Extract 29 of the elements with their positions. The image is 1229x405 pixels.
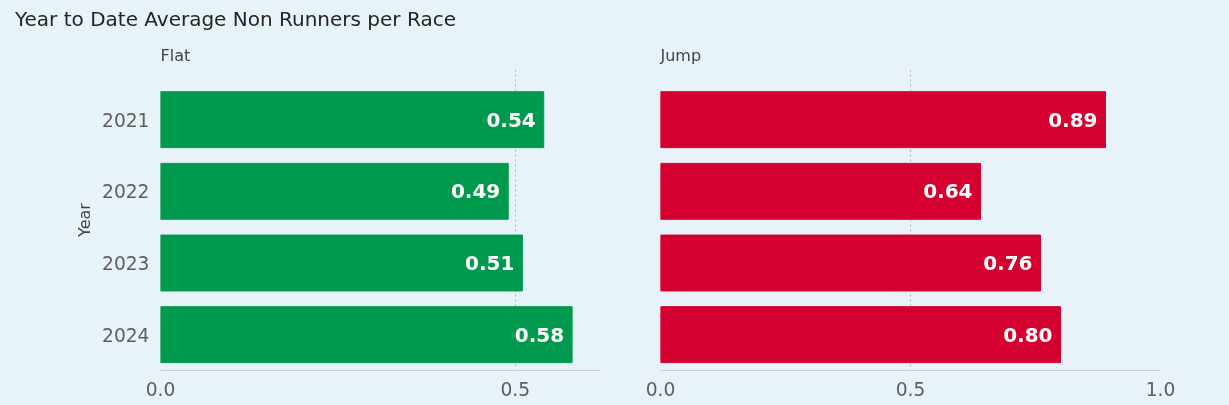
- data-label: 0.49: [450, 179, 501, 204]
- bar: [160, 306, 573, 364]
- x-tick-label: 0.0: [145, 378, 176, 400]
- bar: [660, 234, 1041, 292]
- chart-title: Year to Date Average Non Runners per Race: [15, 6, 456, 33]
- y-tick-label: 2023: [102, 253, 150, 274]
- y-tick-label: 2024: [102, 324, 150, 346]
- bar: [660, 91, 1106, 149]
- data-label: 0.54: [486, 107, 536, 132]
- x-tick-label: 0.0: [645, 378, 676, 400]
- x-tick-label: 0.5: [895, 378, 926, 400]
- data-label: 0.58: [514, 322, 565, 347]
- x-tick-label: 1.0: [1145, 378, 1176, 400]
- data-label: 0.89: [1048, 107, 1098, 132]
- data-label: 0.80: [1003, 322, 1053, 347]
- chart-subtitle: Jump: [659, 45, 702, 65]
- y-axis-title: Year: [75, 202, 95, 238]
- bar: [660, 306, 1061, 364]
- bar: [160, 162, 509, 220]
- y-tick-label: 2022: [102, 181, 150, 203]
- chart-subtitle: Flat: [160, 45, 191, 65]
- data-label: 0.76: [983, 251, 1033, 275]
- y-tick-label: 2021: [102, 109, 150, 131]
- bar: [160, 234, 523, 292]
- data-label: 0.51: [465, 251, 515, 275]
- bar: [160, 91, 545, 149]
- bar: [660, 162, 981, 220]
- data-label: 0.64: [923, 179, 973, 204]
- x-tick-label: 0.5: [500, 378, 531, 400]
